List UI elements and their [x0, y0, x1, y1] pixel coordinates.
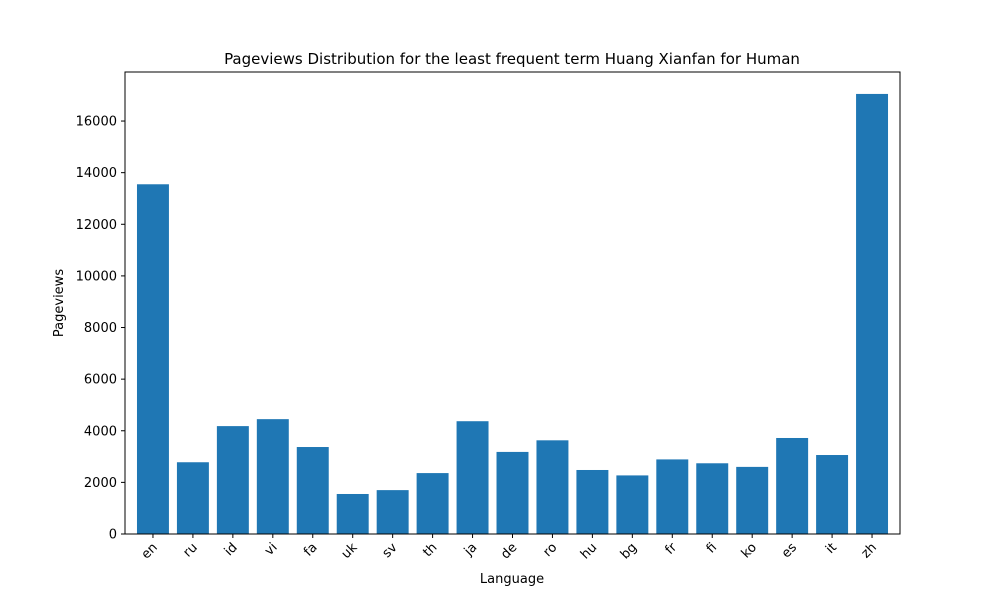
y-tick-label: 0 — [109, 528, 117, 543]
y-tick-label: 12000 — [76, 218, 117, 233]
y-tick-label: 14000 — [76, 166, 117, 181]
bar-es — [776, 437, 809, 534]
x-tick-label-bg: bg — [618, 540, 640, 562]
x-tick-label-uk: uk — [339, 540, 361, 562]
bar-fi — [696, 463, 729, 534]
x-tick-label-ko: ko — [739, 540, 760, 561]
bar-it — [816, 455, 849, 534]
bar-vi — [256, 419, 289, 534]
x-tick-label-id: id — [222, 540, 241, 559]
bar-id — [216, 426, 249, 534]
x-tick-label-es: es — [779, 540, 800, 561]
x-axis-label: Language — [480, 572, 544, 587]
x-tick-label-de: de — [498, 540, 520, 562]
bar-de — [496, 451, 529, 534]
x-tick-label-hu: hu — [578, 540, 600, 562]
bar-sv — [376, 490, 409, 534]
y-tick-label: 2000 — [84, 476, 117, 491]
bar-th — [416, 473, 449, 534]
bar-zh — [856, 93, 889, 534]
y-tick-label: 6000 — [84, 373, 117, 388]
x-tick-label-vi: vi — [262, 540, 281, 559]
bar-ru — [176, 462, 209, 534]
x-tick-label-zh: zh — [859, 540, 880, 561]
y-tick-label: 4000 — [84, 424, 117, 439]
bar-ro — [536, 440, 569, 534]
bar-fa — [296, 447, 329, 534]
y-tick-label: 10000 — [76, 269, 117, 284]
chart-title: Pageviews Distribution for the least fre… — [224, 50, 800, 68]
y-axis-label: Pageviews — [52, 269, 67, 337]
bar-ja — [456, 421, 489, 534]
y-axis: 0 2000 4000 6000 8000 10000 12000 14000 16000 — [76, 115, 125, 543]
x-tick-label-ro: ro — [540, 540, 560, 560]
x-tick-label-th: th — [420, 540, 440, 560]
x-tick-label-fr: fr — [662, 540, 680, 558]
x-tick-label-it: it — [823, 540, 840, 557]
bar-en — [136, 184, 169, 534]
bar-uk — [336, 493, 369, 534]
x-tick-label-ja: ja — [461, 540, 481, 560]
y-tick-label: 8000 — [84, 321, 117, 336]
bar-ko — [736, 466, 769, 534]
bar-fr — [656, 459, 689, 534]
bars-group — [136, 93, 889, 534]
bar-bg — [616, 475, 649, 534]
x-axis: en ru id vi fa uk sv th ja de ro hu bg fr fi ko es it zh — [139, 534, 880, 563]
bar-hu — [576, 469, 609, 534]
y-tick-label: 16000 — [76, 115, 117, 130]
x-tick-label-fa: fa — [301, 540, 320, 559]
x-tick-label-ru: ru — [181, 540, 201, 560]
x-tick-label-fi: fi — [704, 540, 720, 556]
x-tick-label-en: en — [139, 540, 161, 562]
x-tick-label-sv: sv — [380, 540, 401, 561]
